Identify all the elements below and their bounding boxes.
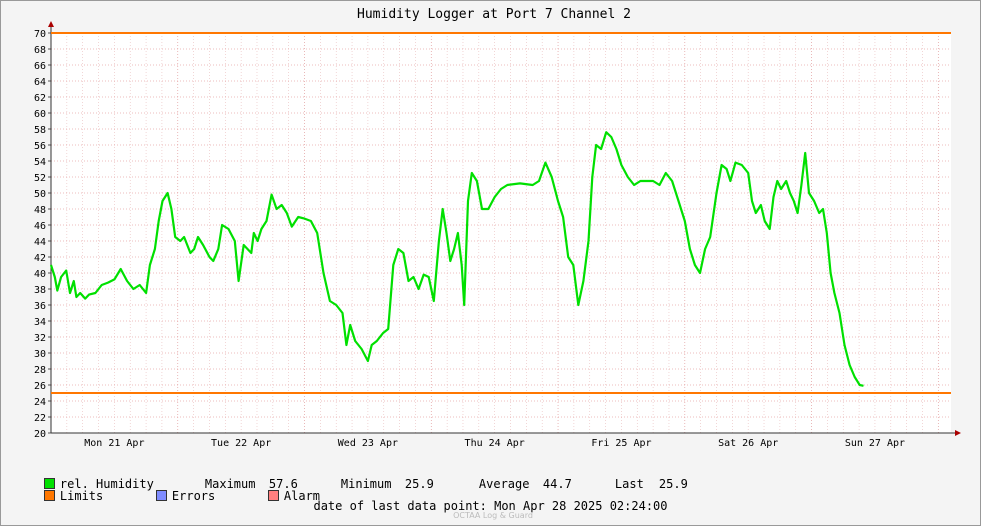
- y-tick-label: 64: [34, 77, 46, 88]
- y-tick-label: 26: [34, 381, 46, 392]
- legend-humidity: rel. Humidity: [59, 477, 154, 491]
- y-tick-label: 36: [34, 301, 46, 312]
- y-tick-label: 60: [34, 109, 46, 120]
- x-tick-label: Mon 21 Apr: [84, 438, 144, 449]
- y-tick-label: 52: [34, 173, 46, 184]
- y-tick-label: 32: [34, 333, 46, 344]
- y-tick-label: 54: [34, 157, 46, 168]
- y-tick-label: 48: [34, 205, 46, 216]
- last-label: Last: [614, 477, 644, 491]
- maximum-value: 57.6: [268, 477, 298, 491]
- y-tick-label: 50: [34, 189, 46, 200]
- y-tick-label: 34: [34, 317, 46, 328]
- y-axis-arrow: [48, 21, 54, 27]
- limits-swatch: [43, 490, 55, 501]
- y-tick-label: 56: [34, 141, 46, 152]
- y-tick-label: 38: [34, 285, 46, 296]
- last-data-point-label: date of last data point:: [313, 499, 487, 513]
- y-tick-label: 68: [34, 45, 46, 56]
- x-tick-label: Thu 24 Apr: [465, 438, 525, 449]
- last-value: 25.9: [658, 477, 688, 491]
- y-tick-label: 70: [34, 29, 46, 40]
- minimum-label: Minimum: [340, 477, 392, 491]
- x-tick-label: Sun 27 Apr: [845, 438, 905, 449]
- y-tick-label: 42: [34, 253, 46, 264]
- legend-limits: Limits: [59, 489, 104, 503]
- y-tick-label: 20: [34, 429, 46, 440]
- y-tick-label: 46: [34, 221, 46, 232]
- maximum-label: Maximum: [204, 477, 256, 491]
- average-value: 44.7: [542, 477, 572, 491]
- x-tick-label: Fri 25 Apr: [591, 438, 651, 449]
- legend-row-2: Limits Errors Alarm: [15, 475, 320, 517]
- y-tick-label: 58: [34, 125, 46, 136]
- plot-area: [51, 33, 951, 433]
- brand-watermark: OCTAA Log & Guard: [453, 511, 533, 520]
- y-tick-label: 40: [34, 269, 46, 280]
- y-tick-label: 44: [34, 237, 46, 248]
- chart-title: Humidity Logger at Port 7 Channel 2: [357, 7, 631, 22]
- last-data-point-value: Mon Apr 28 2025 02:24:00: [494, 499, 668, 513]
- legend-errors: Errors: [171, 489, 216, 503]
- y-tick-label: 22: [34, 413, 46, 424]
- errors-swatch: [155, 490, 167, 501]
- minimum-value: 25.9: [404, 477, 434, 491]
- legend-alarm: Alarm: [283, 489, 321, 503]
- humidity-series-line: [49, 131, 864, 387]
- x-tick-label: Wed 23 Apr: [338, 438, 398, 449]
- y-tick-label: 28: [34, 365, 46, 376]
- last-data-point: date of last data point: Mon Apr 28 2025…: [0, 499, 981, 513]
- x-axis-arrow: [955, 430, 961, 436]
- y-tick-label: 24: [34, 397, 46, 408]
- legend-row-1: rel. Humidity Maximum 57.6 Minimum 25.9 Avera…: [15, 463, 688, 505]
- x-tick-label: Sat 26 Apr: [718, 438, 778, 449]
- alarm-swatch: [267, 490, 279, 501]
- x-tick-label: Tue 22 Apr: [211, 438, 271, 449]
- y-tick-label: 66: [34, 61, 46, 72]
- y-tick-label: 62: [34, 93, 46, 104]
- average-label: Average: [478, 477, 530, 491]
- y-tick-label: 30: [34, 349, 46, 360]
- humidity-swatch: [43, 478, 55, 489]
